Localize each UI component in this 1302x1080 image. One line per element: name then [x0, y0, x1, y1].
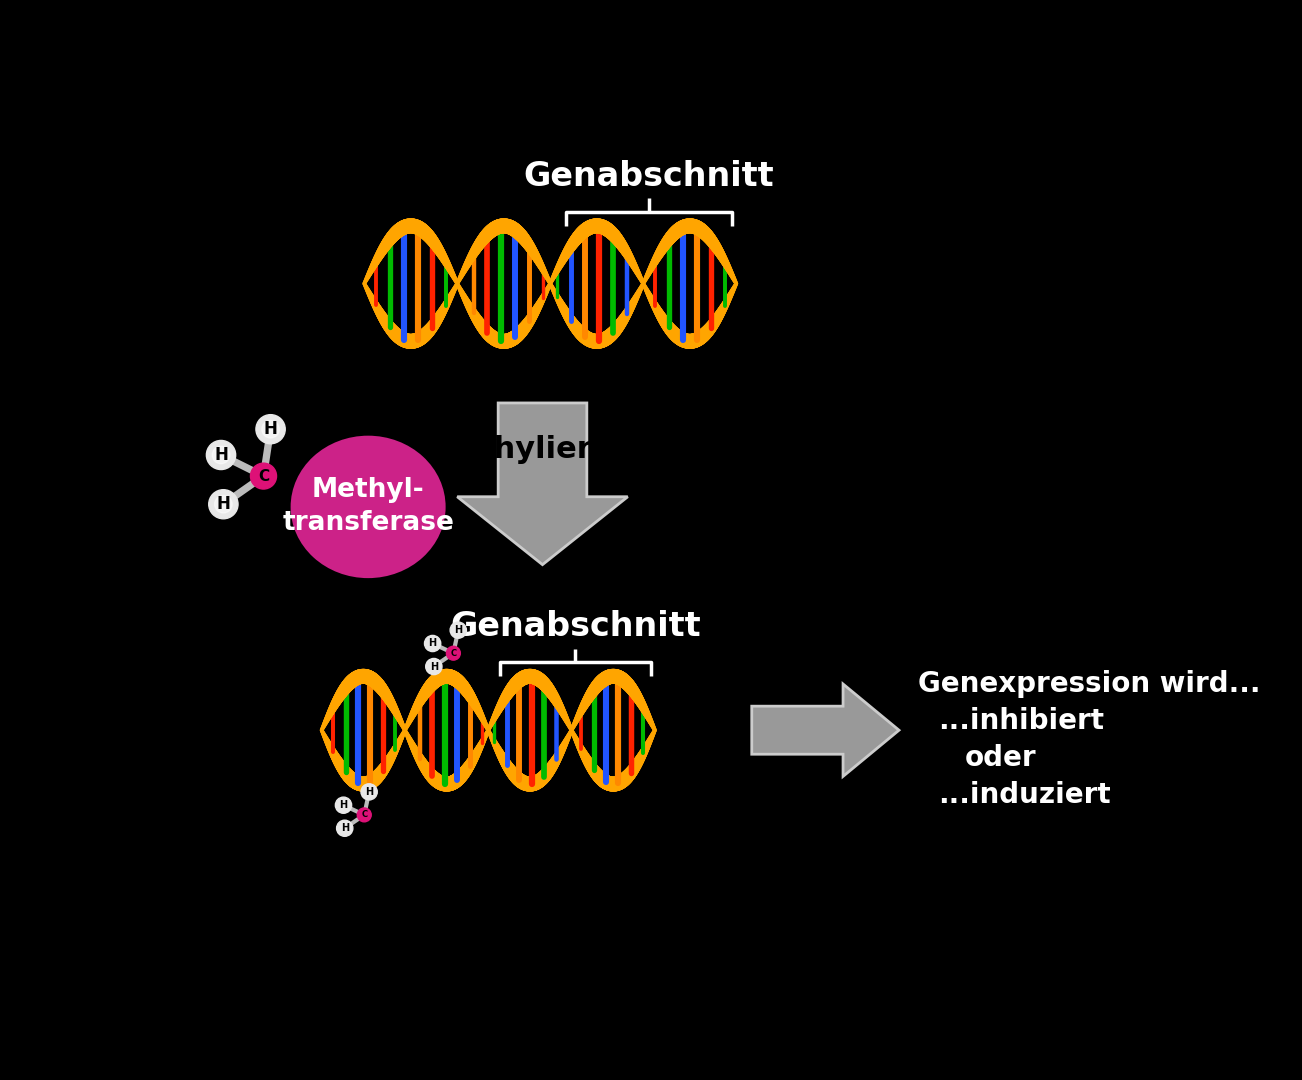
Text: H: H	[454, 625, 462, 635]
Text: ...induziert: ...induziert	[937, 781, 1111, 809]
Text: C: C	[450, 649, 457, 658]
Circle shape	[361, 784, 378, 800]
Circle shape	[424, 635, 441, 651]
Text: ...inhibiert: ...inhibiert	[937, 707, 1104, 735]
Text: H: H	[263, 420, 277, 438]
Polygon shape	[751, 684, 898, 777]
Circle shape	[336, 797, 352, 813]
Circle shape	[262, 420, 280, 437]
Polygon shape	[457, 403, 628, 565]
Circle shape	[450, 622, 466, 638]
Circle shape	[207, 441, 236, 470]
Circle shape	[357, 808, 371, 822]
Circle shape	[426, 659, 441, 675]
Text: H: H	[428, 638, 436, 648]
Text: Genabschnitt: Genabschnitt	[450, 610, 700, 644]
Text: H: H	[430, 662, 437, 672]
Text: H: H	[340, 800, 348, 810]
Circle shape	[208, 489, 238, 518]
Text: Methylierung: Methylierung	[428, 435, 658, 464]
Text: Genexpression wird...: Genexpression wird...	[918, 670, 1260, 698]
Circle shape	[250, 463, 276, 489]
Circle shape	[215, 496, 232, 513]
Text: H: H	[365, 787, 374, 797]
Circle shape	[256, 415, 285, 444]
Text: oder: oder	[965, 744, 1036, 772]
Circle shape	[212, 446, 230, 463]
Text: H: H	[341, 823, 349, 834]
Ellipse shape	[290, 435, 445, 578]
Text: Genabschnitt: Genabschnitt	[523, 160, 775, 192]
Text: H: H	[214, 446, 228, 464]
Text: H: H	[216, 496, 230, 513]
Text: Methyl-
transferase: Methyl- transferase	[283, 477, 454, 537]
Circle shape	[337, 820, 353, 836]
Circle shape	[447, 646, 461, 660]
Text: C: C	[258, 469, 270, 484]
Text: C: C	[361, 810, 367, 820]
